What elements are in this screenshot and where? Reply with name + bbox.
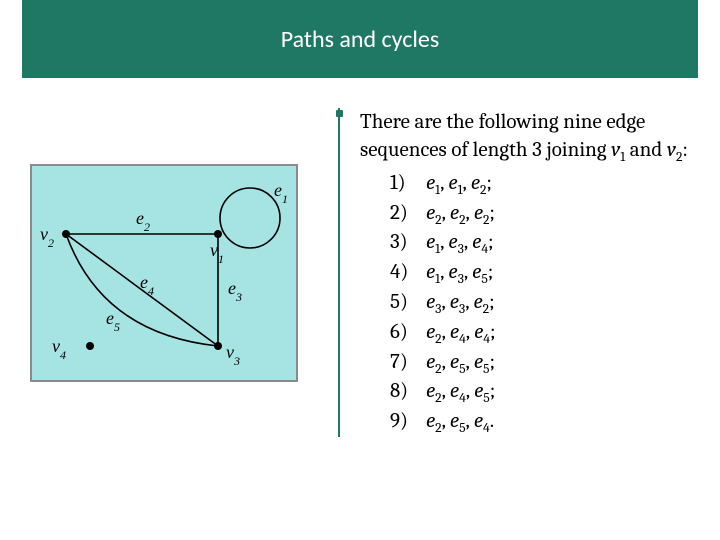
svg-text:v1: v1 (210, 240, 224, 266)
svg-text:e3: e3 (228, 278, 242, 304)
sequence-number: 8) (390, 377, 408, 407)
sequence-item: 6) e2, e4, e4; (390, 318, 698, 348)
intro-text: There are the following nine edge sequen… (360, 108, 698, 165)
sequence-item: 7) e2, e5, e5; (390, 348, 698, 378)
svg-text:v4: v4 (52, 336, 66, 362)
graph-svg: e1e2e3e4e5v1v2v3v4 (32, 166, 296, 380)
sequence-number: 1) (390, 169, 406, 199)
sequence-body: e2, e2, e2; (426, 201, 495, 225)
sequence-body: e1, e1, e2; (426, 171, 492, 195)
sequence-item: 9) e2, e5, e4. (390, 407, 698, 437)
sequence-body: e2, e5, e5; (426, 350, 495, 374)
sequence-number: 9) (390, 407, 408, 437)
sequence-number: 2) (390, 199, 408, 229)
bullet-icon (336, 110, 343, 117)
sequence-body: e1, e3, e4; (426, 230, 494, 254)
content-block: There are the following nine edge sequen… (338, 108, 698, 437)
sequence-body: e1, e3, e5; (426, 260, 493, 284)
sequence-item: 3) e1, e3, e4; (390, 228, 698, 258)
svg-text:e5: e5 (106, 308, 120, 334)
slide-title: Paths and cycles (281, 25, 439, 54)
sequence-item: 8) e2, e4, e5; (390, 377, 698, 407)
sequence-number: 3) (390, 228, 408, 258)
svg-text:e2: e2 (136, 208, 150, 234)
sequence-list: 1) e1, e1, e2; 2) e2, e2, e2; 3) e1, e3, e4; 4… (390, 169, 698, 437)
graph-figure: e1e2e3e4e5v1v2v3v4 (30, 164, 298, 382)
sequence-body: e2, e5, e4. (426, 409, 494, 433)
sequence-item: 4) e1, e3, e5; (390, 258, 698, 288)
title-bar: Paths and cycles (22, 0, 698, 78)
sequence-item: 5) e3, e3, e2; (390, 288, 698, 318)
svg-text:v2: v2 (40, 224, 54, 250)
svg-text:v3: v3 (226, 342, 240, 368)
sequence-body: e2, e4, e5; (426, 379, 495, 403)
sequence-body: e2, e4, e4; (426, 320, 496, 344)
sequence-body: e3, e3, e2; (426, 290, 495, 314)
sequence-number: 5) (390, 288, 408, 318)
sequence-number: 6) (390, 318, 408, 348)
sequence-number: 7) (390, 348, 408, 378)
sequence-item: 2) e2, e2, e2; (390, 199, 698, 229)
sequence-number: 4) (390, 258, 408, 288)
sequence-item: 1) e1, e1, e2; (390, 169, 698, 199)
